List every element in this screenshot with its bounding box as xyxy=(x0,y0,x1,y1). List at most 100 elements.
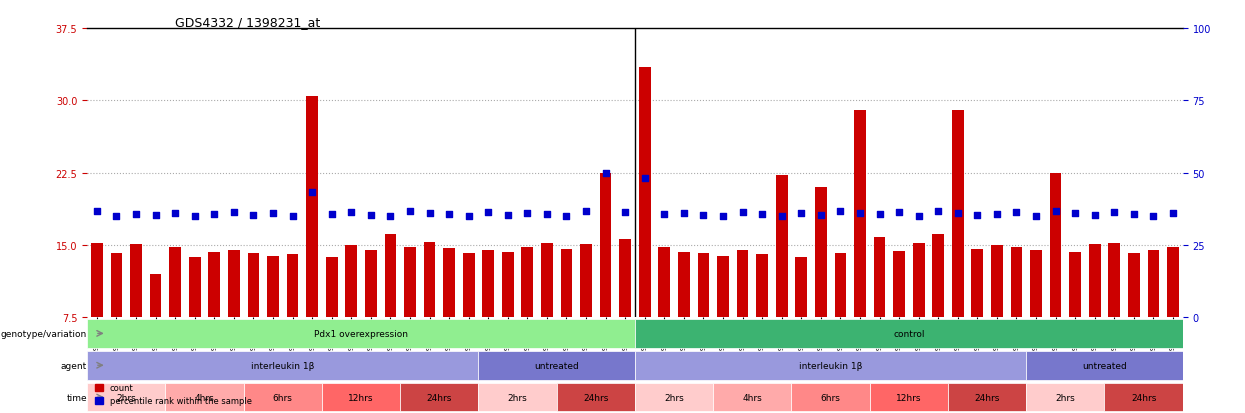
Bar xyxy=(1148,250,1159,318)
Point xyxy=(929,209,949,215)
Bar xyxy=(463,253,474,318)
Bar xyxy=(326,257,337,318)
Text: 24hrs: 24hrs xyxy=(975,393,1000,401)
Text: 24hrs: 24hrs xyxy=(583,393,609,401)
FancyBboxPatch shape xyxy=(635,351,1026,380)
Point xyxy=(126,211,146,218)
Point xyxy=(263,211,283,217)
Bar xyxy=(91,244,103,318)
Bar xyxy=(737,250,748,318)
Text: Pdx1 overexpression: Pdx1 overexpression xyxy=(314,329,408,338)
Bar xyxy=(149,274,162,318)
Point xyxy=(752,211,772,218)
Bar xyxy=(189,257,200,318)
Point xyxy=(400,209,420,215)
FancyBboxPatch shape xyxy=(166,383,244,411)
Point xyxy=(1143,214,1163,220)
Bar xyxy=(1089,244,1101,318)
Point xyxy=(1124,211,1144,218)
Point xyxy=(869,211,889,218)
Bar xyxy=(443,248,454,318)
Bar xyxy=(405,247,416,318)
FancyBboxPatch shape xyxy=(947,383,1026,411)
Point xyxy=(1066,211,1086,217)
Text: 12hrs: 12hrs xyxy=(896,393,921,401)
Bar xyxy=(756,254,768,318)
Bar xyxy=(286,254,299,318)
Bar xyxy=(385,234,396,318)
Text: 4hrs: 4hrs xyxy=(194,393,214,401)
Bar xyxy=(971,249,984,318)
Bar xyxy=(482,250,494,318)
Bar xyxy=(1069,252,1081,318)
Point xyxy=(635,175,655,181)
Text: untreated: untreated xyxy=(534,361,579,370)
Bar xyxy=(815,188,827,318)
Point xyxy=(909,214,929,220)
Point xyxy=(615,209,635,216)
Text: 2hrs: 2hrs xyxy=(116,393,136,401)
FancyBboxPatch shape xyxy=(792,383,870,411)
Bar xyxy=(1108,244,1120,318)
Bar xyxy=(111,253,122,318)
Bar xyxy=(365,250,377,318)
FancyBboxPatch shape xyxy=(400,383,478,411)
Point xyxy=(537,211,557,218)
Text: genotype/variation: genotype/variation xyxy=(1,329,87,338)
FancyBboxPatch shape xyxy=(478,351,635,380)
Point xyxy=(498,212,518,219)
Bar xyxy=(1167,247,1179,318)
Point xyxy=(420,211,439,217)
Text: 4hrs: 4hrs xyxy=(742,393,762,401)
Bar xyxy=(659,247,670,318)
Point xyxy=(224,209,244,216)
Point xyxy=(557,214,576,220)
Point xyxy=(341,209,361,216)
Text: time: time xyxy=(66,393,87,401)
Point xyxy=(987,211,1007,218)
Point xyxy=(674,211,693,217)
Bar xyxy=(542,244,553,318)
Point xyxy=(87,209,107,215)
Bar xyxy=(933,234,944,318)
Point xyxy=(518,211,538,217)
Point xyxy=(595,170,615,177)
Bar xyxy=(1050,173,1062,318)
Text: interleukin 1β: interleukin 1β xyxy=(251,361,315,370)
Point xyxy=(947,211,967,217)
Bar xyxy=(1030,250,1042,318)
FancyBboxPatch shape xyxy=(322,383,400,411)
Point xyxy=(1006,209,1026,216)
FancyBboxPatch shape xyxy=(870,383,947,411)
Point xyxy=(576,209,596,215)
Bar xyxy=(854,111,865,318)
FancyBboxPatch shape xyxy=(1026,383,1104,411)
Point xyxy=(303,189,322,196)
Text: 6hrs: 6hrs xyxy=(820,393,840,401)
Bar xyxy=(619,240,631,318)
Point xyxy=(792,211,812,217)
Bar xyxy=(600,173,611,318)
Point xyxy=(361,212,381,219)
FancyBboxPatch shape xyxy=(1026,351,1183,380)
Point xyxy=(439,211,459,218)
Point xyxy=(1104,209,1124,216)
Legend: count, percentile rank within the sample: count, percentile rank within the sample xyxy=(91,380,255,409)
Point xyxy=(1084,212,1104,219)
Bar xyxy=(580,244,591,318)
Point xyxy=(381,214,401,220)
Bar xyxy=(893,251,905,318)
Point xyxy=(772,214,792,220)
Text: 2hrs: 2hrs xyxy=(508,393,528,401)
Text: 6hrs: 6hrs xyxy=(273,393,293,401)
FancyBboxPatch shape xyxy=(87,319,635,348)
Text: GDS4332 / 1398231_at: GDS4332 / 1398231_at xyxy=(174,16,320,29)
Bar xyxy=(913,244,925,318)
Point xyxy=(850,211,870,217)
FancyBboxPatch shape xyxy=(713,383,792,411)
FancyBboxPatch shape xyxy=(244,383,322,411)
Bar xyxy=(1011,247,1022,318)
Bar xyxy=(697,253,710,318)
Bar xyxy=(952,111,964,318)
Point xyxy=(1046,209,1066,215)
